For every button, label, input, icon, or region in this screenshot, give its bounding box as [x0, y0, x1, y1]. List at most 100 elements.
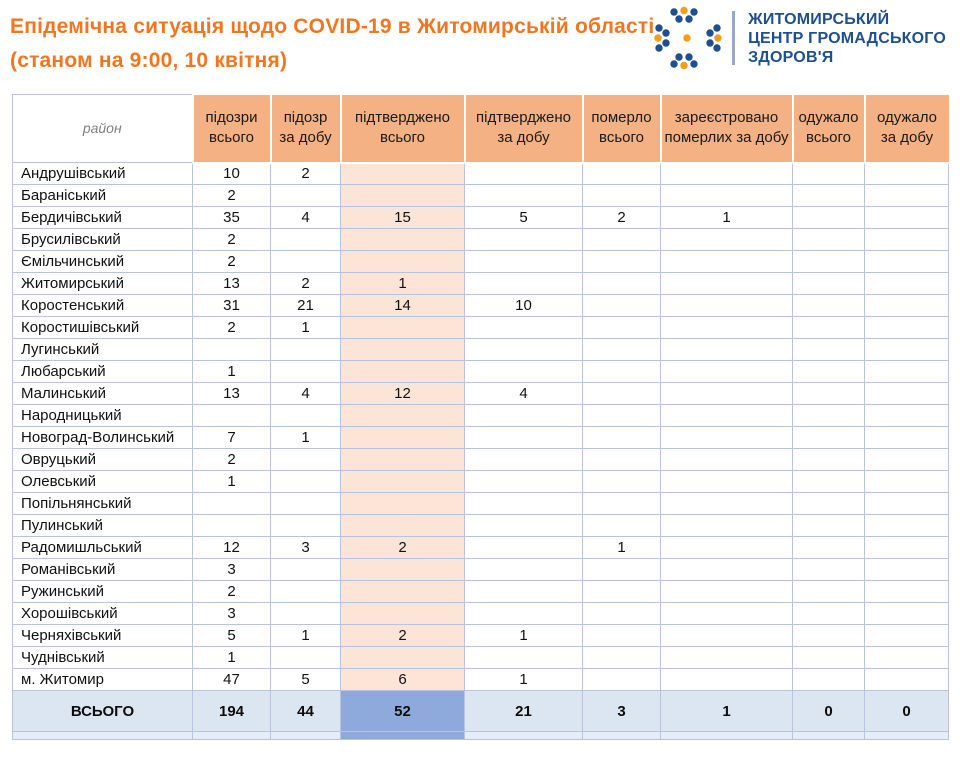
cell-died_registered_day — [660, 602, 793, 625]
dots-logo-icon — [654, 6, 722, 70]
cell-suspected_total: 3 — [192, 558, 271, 581]
cell-died_registered_day — [660, 382, 793, 405]
cell-suspected_day: 2 — [270, 272, 341, 295]
cell-confirmed_day — [464, 162, 583, 185]
district-name-cell: Житомирський — [12, 272, 193, 295]
col-header-suspected_total: підозри всього — [191, 94, 271, 164]
cell-recovered_total — [792, 602, 865, 625]
cell-recovered_day — [864, 492, 949, 515]
cell-confirmed_total — [340, 250, 465, 273]
cell-suspected_day: 1 — [270, 426, 341, 449]
table-header-row: район підозри всього підозр за добу підтвер… — [12, 94, 949, 164]
cell-recovered_total — [792, 624, 865, 647]
district-name-cell: Чуднівський — [12, 646, 193, 669]
total-died_registered_day: 1 — [660, 690, 793, 732]
cell-died_registered_day — [660, 624, 793, 647]
col-header-confirmed_day: підтверджено за добу — [463, 94, 583, 164]
clipped-row-cell — [12, 731, 193, 740]
cell-confirmed_total — [340, 492, 465, 515]
cell-suspected_total: 47 — [192, 668, 271, 691]
clipped-row-cell — [192, 731, 271, 740]
page-title: Епідемічна ситуація щодо COVID-19 в Жито… — [10, 10, 654, 78]
cell-recovered_total — [792, 360, 865, 383]
clipped-row-cell — [582, 731, 661, 740]
cell-recovered_day — [864, 580, 949, 603]
cell-died_registered_day — [660, 470, 793, 493]
cell-died_registered_day — [660, 558, 793, 581]
cell-suspected_total: 13 — [192, 272, 271, 295]
total-suspected_day: 44 — [270, 690, 341, 732]
district-name-cell: Брусилівський — [12, 228, 193, 251]
district-name-cell: Овруцький — [12, 448, 193, 471]
cell-suspected_total: 2 — [192, 250, 271, 273]
district-name-cell: Черняхівський — [12, 624, 193, 647]
district-row: Попільнянський — [12, 492, 949, 515]
cell-suspected_day — [270, 360, 341, 383]
district-name-cell: м. Житомир — [12, 668, 193, 691]
cell-confirmed_total: 12 — [340, 382, 465, 405]
cell-suspected_day — [270, 250, 341, 273]
cell-confirmed_total: 2 — [340, 624, 465, 647]
cell-died_registered_day — [660, 272, 793, 295]
cell-suspected_day — [270, 404, 341, 427]
cell-confirmed_day — [464, 448, 583, 471]
cell-died_total — [582, 404, 661, 427]
cell-died_registered_day — [660, 294, 793, 317]
cell-suspected_total: 2 — [192, 580, 271, 603]
cell-died_total: 2 — [582, 206, 661, 229]
cell-suspected_day — [270, 184, 341, 207]
district-name-cell: Бараніський — [12, 184, 193, 207]
district-row: Брусилівський 2 — [12, 228, 949, 251]
district-row: Малинський 13 4 12 4 — [12, 382, 949, 405]
cell-recovered_total — [792, 558, 865, 581]
cell-suspected_day — [270, 448, 341, 471]
org-name: ЖИТОМИРСЬКИЙ ЦЕНТР ГРОМАДСЬКОГО ЗДОРОВ'Я — [748, 10, 946, 67]
cell-confirmed_total — [340, 162, 465, 185]
cell-confirmed_total — [340, 338, 465, 361]
cell-confirmed_total: 15 — [340, 206, 465, 229]
cell-recovered_total — [792, 492, 865, 515]
cell-died_total — [582, 514, 661, 537]
cell-died_total — [582, 646, 661, 669]
cell-confirmed_day — [464, 492, 583, 515]
cell-recovered_day — [864, 294, 949, 317]
district-row: Коростишівський 2 1 — [12, 316, 949, 339]
total-confirmed_day: 21 — [464, 690, 583, 732]
cell-died_total — [582, 624, 661, 647]
cell-suspected_total: 3 — [192, 602, 271, 625]
col-header-died_registered_day: зареєстровано померлих за добу — [659, 94, 793, 164]
cell-suspected_total: 10 — [192, 162, 271, 185]
cell-died_total — [582, 250, 661, 273]
cell-recovered_day — [864, 602, 949, 625]
district-row: Черняхівський 5 1 2 1 — [12, 624, 949, 647]
cell-died_registered_day — [660, 646, 793, 669]
cell-recovered_day — [864, 558, 949, 581]
cell-confirmed_day — [464, 404, 583, 427]
cell-died_total — [582, 382, 661, 405]
district-row: Бердичівський 35 4 15 5 2 1 — [12, 206, 949, 229]
cell-confirmed_day: 10 — [464, 294, 583, 317]
cell-confirmed_total — [340, 228, 465, 251]
cell-suspected_total: 2 — [192, 316, 271, 339]
district-row: м. Житомир 47 5 6 1 — [12, 668, 949, 691]
clipped-row-cell — [792, 731, 865, 740]
cell-confirmed_total — [340, 360, 465, 383]
cell-confirmed_total — [340, 558, 465, 581]
col-header-suspected_day: підозр за добу — [269, 94, 341, 164]
district-row: Андрушівський 10 2 — [12, 162, 949, 185]
cell-recovered_total — [792, 294, 865, 317]
cell-suspected_day — [270, 338, 341, 361]
cell-confirmed_total — [340, 580, 465, 603]
cell-recovered_day — [864, 360, 949, 383]
cell-suspected_day: 3 — [270, 536, 341, 559]
cell-recovered_day — [864, 404, 949, 427]
cell-died_registered_day — [660, 536, 793, 559]
cell-recovered_total — [792, 250, 865, 273]
cell-recovered_day — [864, 536, 949, 559]
cell-suspected_day: 2 — [270, 162, 341, 185]
cell-recovered_total — [792, 162, 865, 185]
district-row: Радомишльський 12 3 2 1 — [12, 536, 949, 559]
district-name-cell: Ружинський — [12, 580, 193, 603]
cell-recovered_total — [792, 382, 865, 405]
